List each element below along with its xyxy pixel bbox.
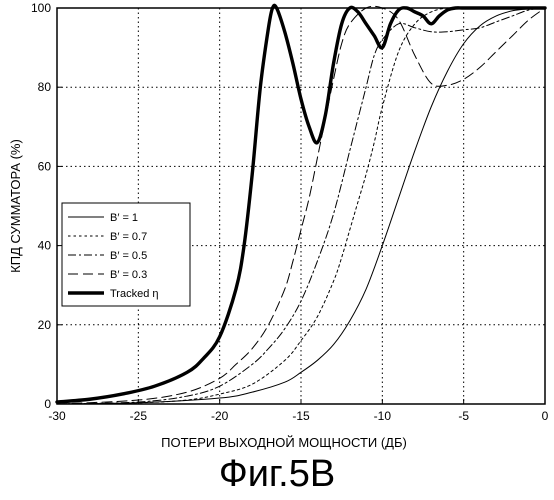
y-tick-label: 20 — [38, 318, 52, 332]
legend-label: B′ = 0.3 — [110, 269, 147, 281]
x-axis-label: ПОТЕРИ ВЫХОДНОЙ МОЩНОСТИ (ДБ) — [161, 435, 407, 450]
y-tick-label: 100 — [31, 1, 51, 15]
x-tick-label: -5 — [458, 409, 469, 423]
x-tick-label: -20 — [211, 409, 229, 423]
y-tick-label: 80 — [38, 80, 52, 94]
legend-label: B′ = 1 — [110, 212, 138, 224]
legend-label: Tracked η — [110, 288, 159, 300]
x-tick-label: -30 — [48, 409, 66, 423]
legend-label: B′ = 0.5 — [110, 250, 147, 262]
legend: B′ = 1 B′ = 0.7 B′ = 0.5 B′ = 0.3 Tracked η — [62, 203, 190, 306]
y-tick-label: 40 — [38, 239, 52, 253]
y-axis-label: КПД СУММАТОРА (%) — [8, 139, 23, 273]
y-tick-label: 60 — [38, 159, 52, 173]
x-tick-label: -15 — [292, 409, 310, 423]
legend-label: B′ = 0.7 — [110, 231, 147, 243]
x-tick-label: -25 — [130, 409, 148, 423]
x-tick-label: 0 — [542, 409, 549, 423]
x-tick-label: -10 — [374, 409, 392, 423]
y-tick-label: 0 — [44, 397, 51, 411]
figure-caption: Фиг.5В — [0, 452, 554, 496]
